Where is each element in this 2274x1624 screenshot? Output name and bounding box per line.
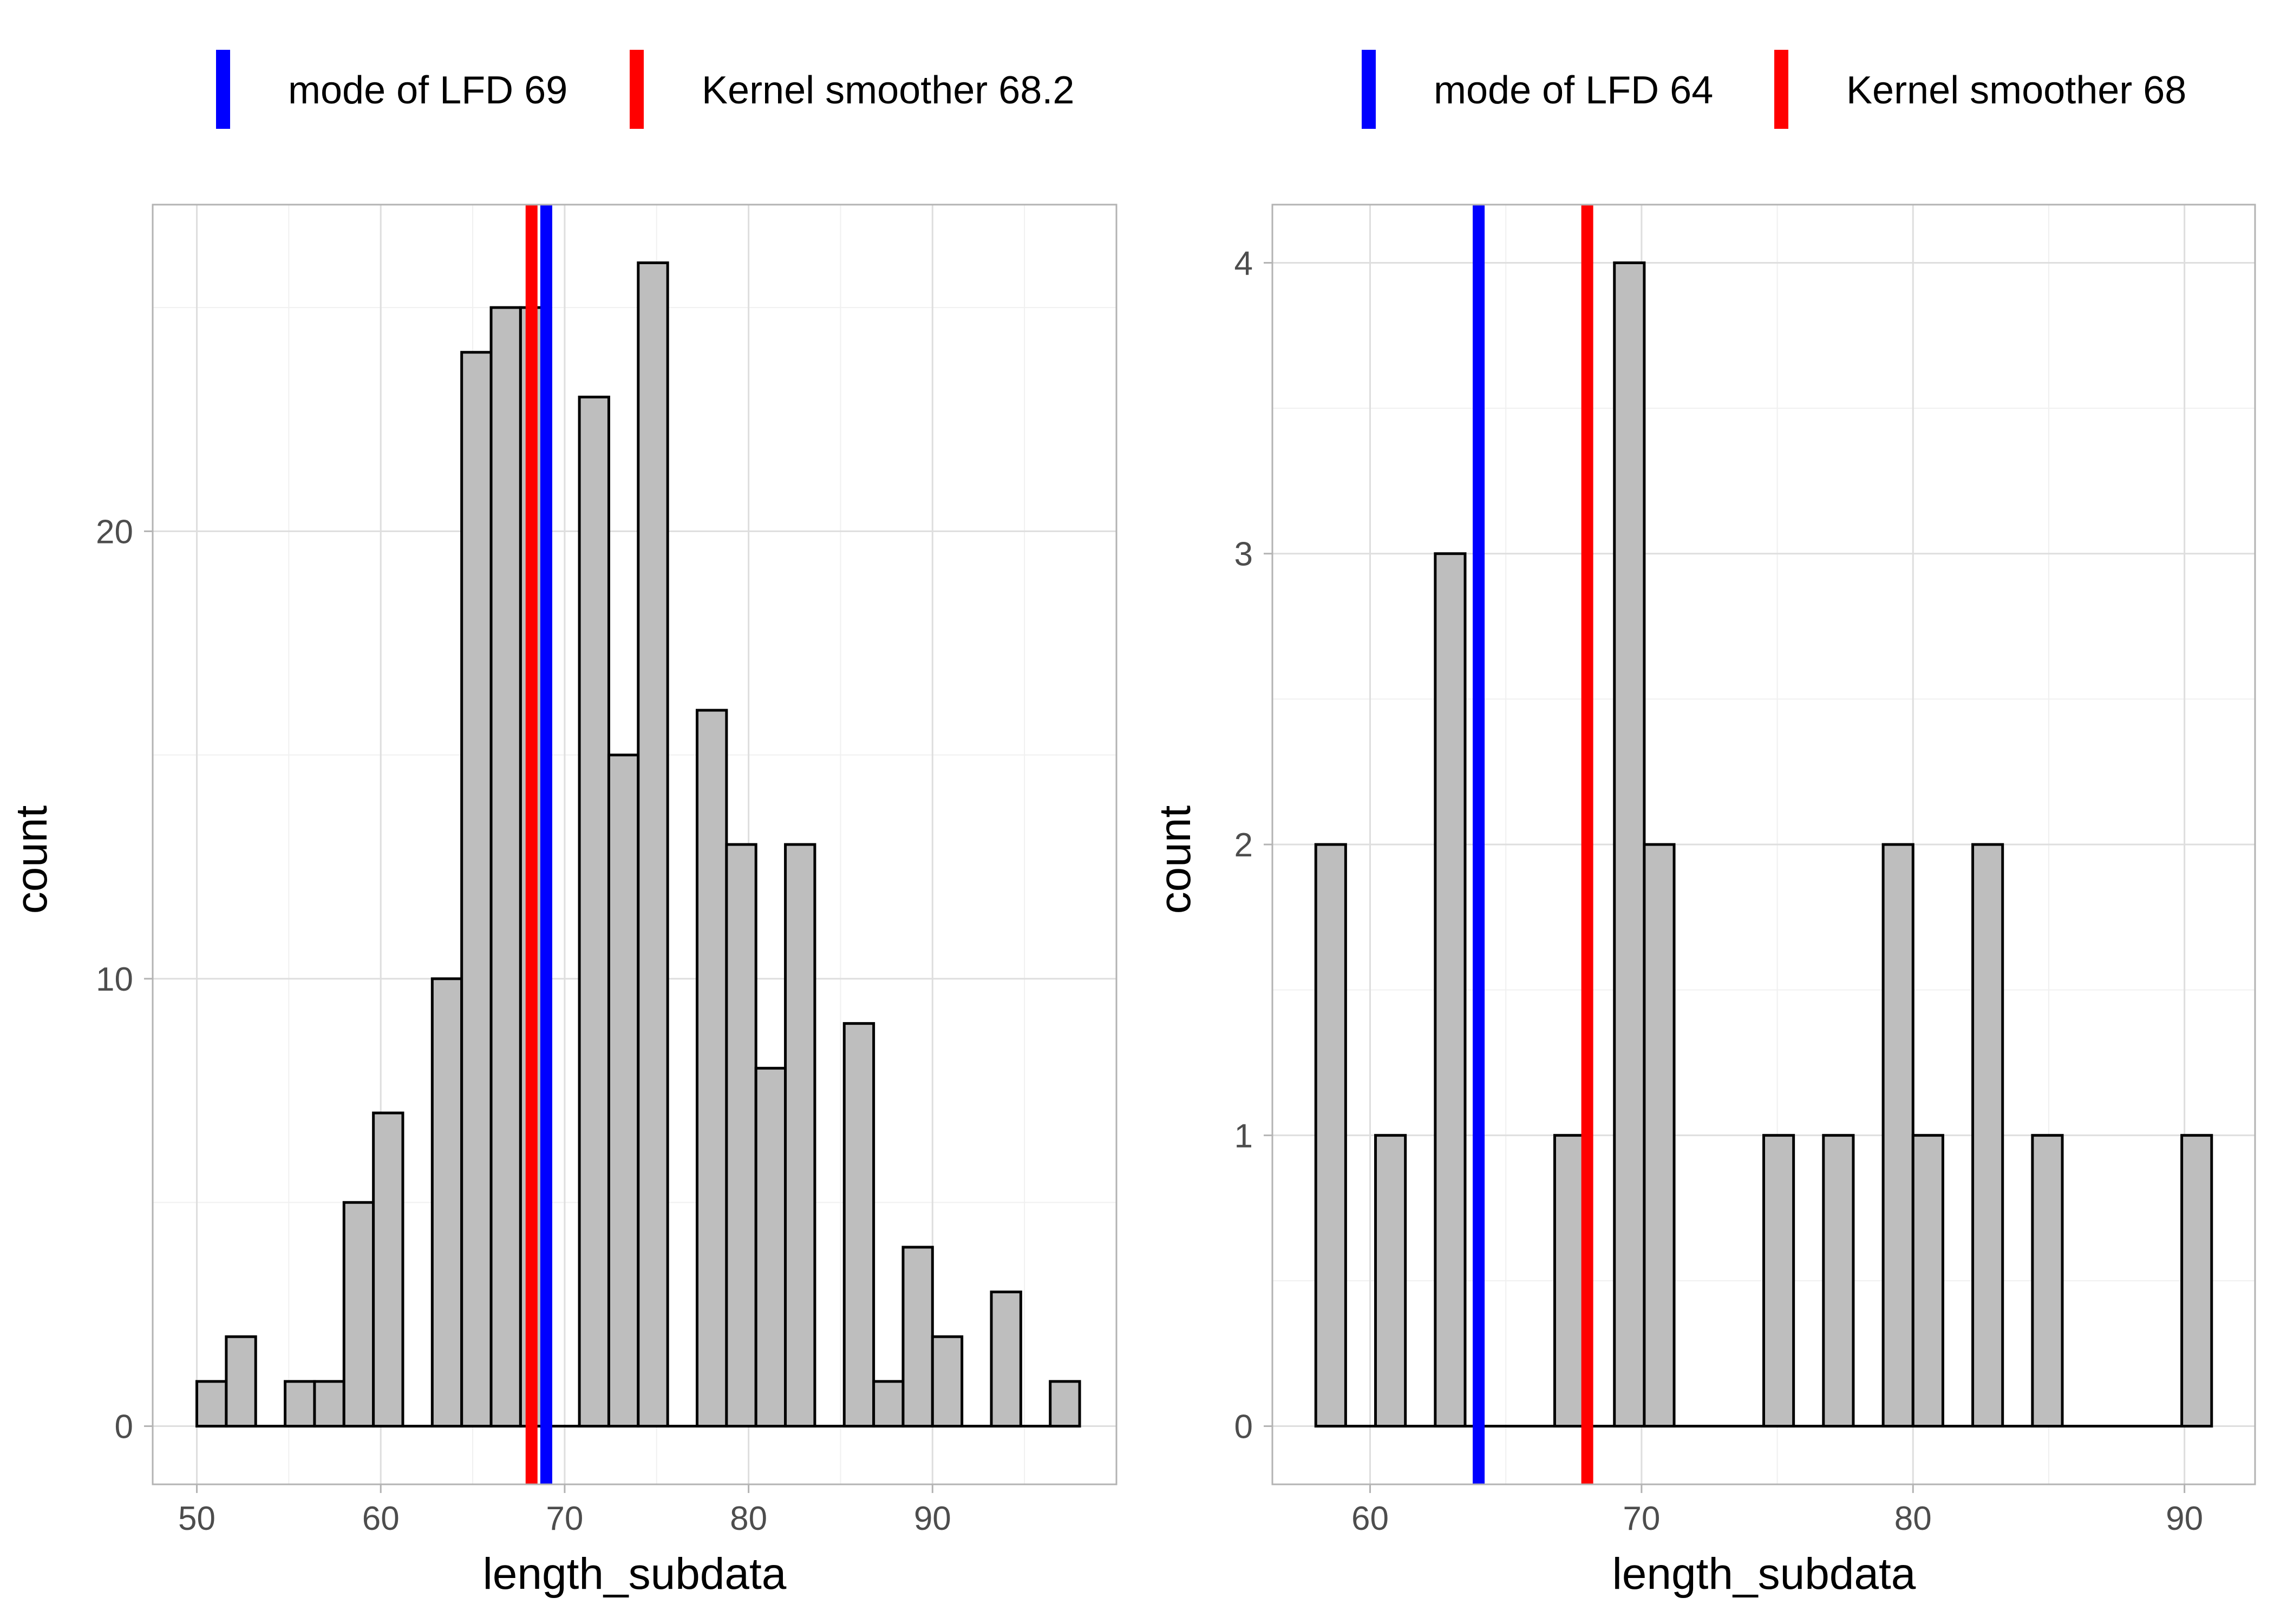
histogram-bar (990, 1291, 1022, 1428)
x-axis-title: length_subdata (483, 1549, 787, 1599)
legend-item: Kernel smoother 68 (1774, 50, 2186, 129)
histogram-bar (313, 1380, 345, 1428)
histogram-bar (2031, 1134, 2064, 1428)
y-tick-label: 3 (1234, 536, 1253, 573)
y-tick-label: 20 (96, 513, 133, 551)
histogram-bar (1643, 843, 1676, 1428)
histogram-bar (1049, 1380, 1081, 1428)
panel-2: 60 70 80 90 0 1 2 3 4 length_subdata count mode of … (1151, 50, 2256, 1599)
histogram-bar (1971, 843, 2004, 1428)
y-axis-title: count (1151, 805, 1200, 914)
x-tick-label: 90 (2166, 1500, 2203, 1537)
x-tick-label: 50 (178, 1500, 215, 1537)
legend-item: Kernel smoother 68.2 (630, 50, 1074, 129)
legend-label: mode of LFD 64 (1434, 69, 1713, 112)
histogram-bar (1762, 1134, 1795, 1428)
x-tick-label: 80 (1894, 1500, 1932, 1537)
x-tick-label: 60 (1351, 1500, 1389, 1537)
legend-label: mode of LFD 69 (288, 69, 567, 112)
panel-border (152, 204, 1118, 1485)
axes: 50 60 70 80 90 0 10 20 length_subdata count (7, 513, 951, 1599)
histogram-bar (842, 1022, 875, 1428)
histogram-bar (372, 1111, 404, 1428)
histogram-bar (284, 1380, 316, 1428)
histogram-bar (901, 1246, 934, 1428)
x-tick-label: 60 (362, 1500, 400, 1537)
histogram-bar (1881, 843, 1914, 1428)
legend-label: Kernel smoother 68 (1846, 69, 2186, 112)
legend: mode of LFD 69 Kernel smoother 68.2 (216, 50, 1074, 129)
legend-swatch-red (630, 50, 644, 129)
legend-swatch-red (1774, 50, 1788, 129)
histogram-bar (1911, 1134, 1944, 1428)
histogram-bar (578, 395, 610, 1428)
histogram-bar (430, 977, 463, 1428)
histogram-bar (1822, 1134, 1855, 1428)
histogram-bar (1613, 261, 1646, 1428)
vertical-lines (1473, 205, 1593, 1484)
legend: mode of LFD 64 Kernel smoother 68 (1362, 50, 2186, 129)
y-tick-label: 0 (1234, 1409, 1253, 1446)
legend-label: Kernel smoother 68.2 (702, 69, 1074, 112)
legend-item: mode of LFD 69 (216, 50, 567, 129)
histogram-bars (195, 261, 1081, 1428)
legend-swatch-blue (216, 50, 230, 129)
histogram-bars (1314, 261, 2213, 1428)
histogram-bar (1314, 843, 1347, 1428)
legend-item: mode of LFD 64 (1362, 50, 1713, 129)
histogram-bar (342, 1201, 375, 1428)
x-axis-title: length_subdata (1612, 1549, 1916, 1599)
histogram-bar (695, 709, 728, 1428)
histogram-bar (784, 843, 816, 1428)
histogram-bar (195, 1380, 228, 1428)
histogram-bar (872, 1380, 905, 1428)
histogram-bar (931, 1335, 964, 1428)
histogram-bar (460, 351, 493, 1428)
histogram-bar (607, 754, 640, 1428)
histogram-bar (225, 1335, 257, 1428)
panel-1: 50 60 70 80 90 0 10 20 length_subdata count mode o… (7, 50, 1118, 1599)
y-tick-label: 4 (1234, 245, 1253, 282)
x-tick-label: 90 (914, 1500, 951, 1537)
y-tick-label: 1 (1234, 1117, 1253, 1155)
y-axis-title: count (7, 805, 56, 914)
histogram-bar (1374, 1134, 1407, 1428)
histogram-bar (1434, 552, 1467, 1428)
histogram-bar (725, 843, 757, 1428)
y-tick-label: 10 (96, 961, 133, 998)
histogram-bar (2180, 1134, 2213, 1428)
x-tick-label: 70 (1623, 1500, 1660, 1537)
histogram-bar (489, 306, 522, 1428)
legend-swatch-blue (1362, 50, 1376, 129)
x-tick-label: 80 (730, 1500, 767, 1537)
y-tick-label: 0 (115, 1409, 133, 1446)
histogram-bar (754, 1066, 787, 1428)
histogram-bar (637, 261, 669, 1428)
axes: 60 70 80 90 0 1 2 3 4 length_subdata count (1151, 245, 2203, 1599)
vertical-lines (525, 205, 552, 1484)
y-tick-label: 2 (1234, 827, 1253, 864)
histogram-bar (1553, 1134, 1586, 1428)
x-tick-label: 70 (546, 1500, 583, 1537)
